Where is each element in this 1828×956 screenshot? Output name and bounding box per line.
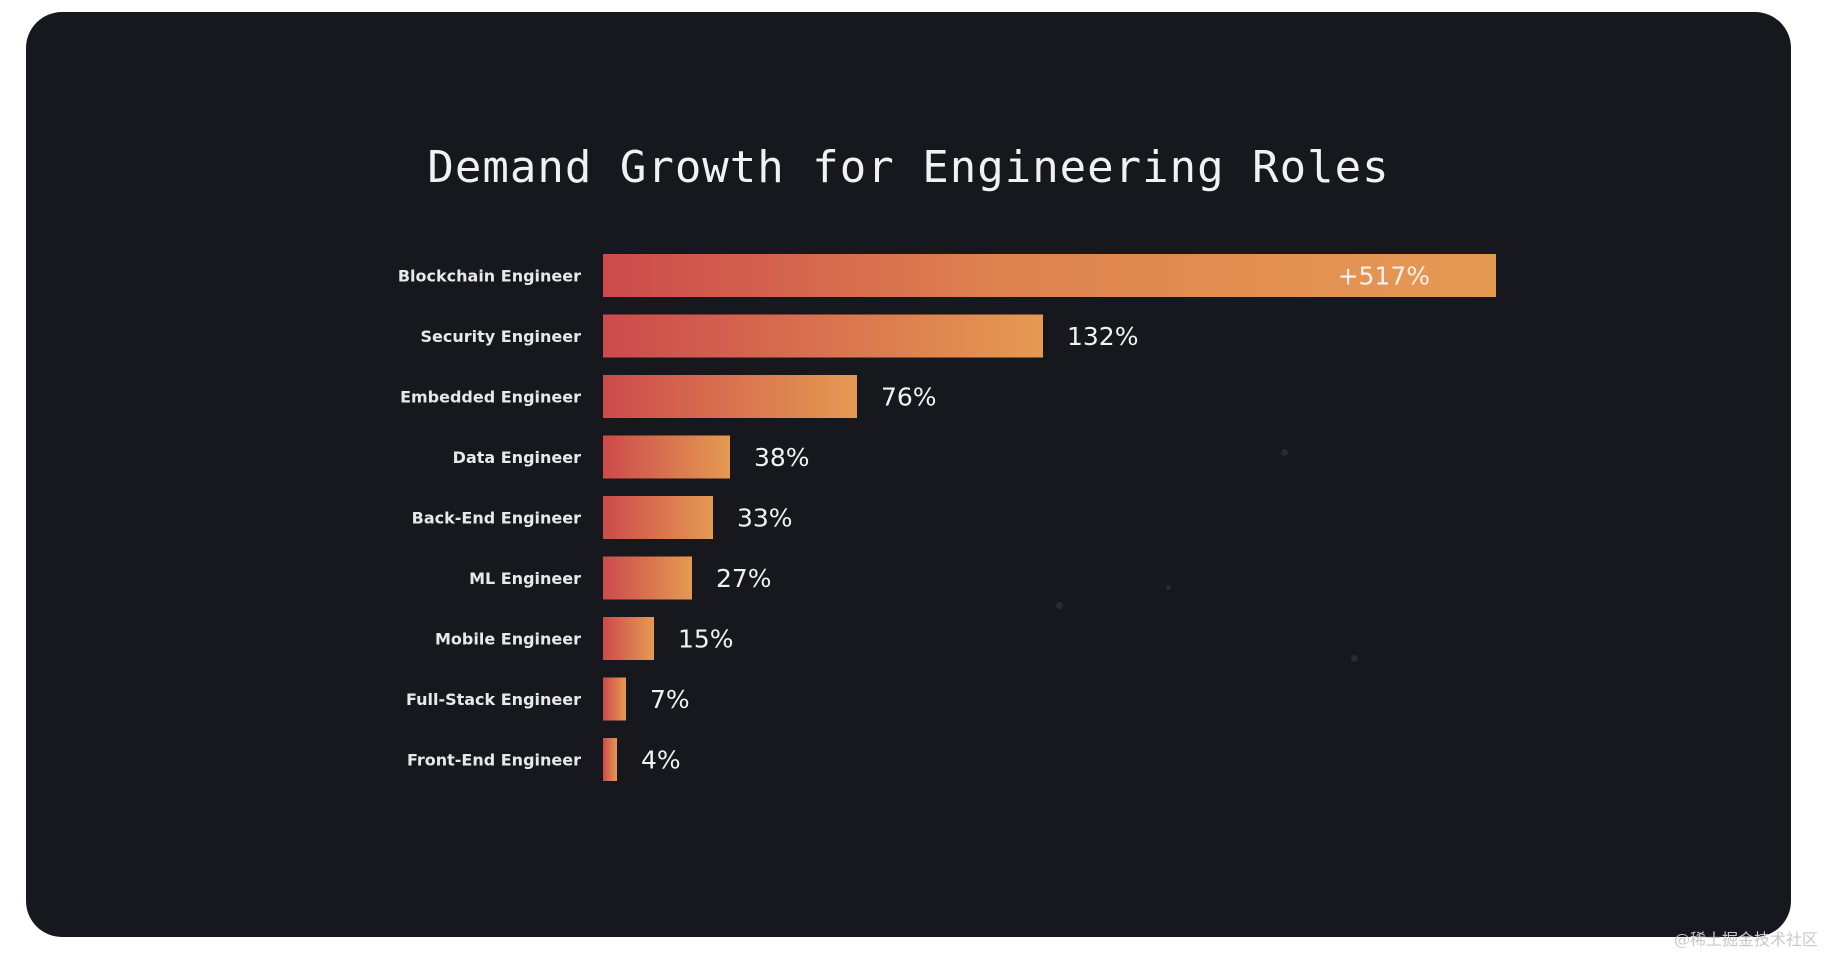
bar bbox=[603, 375, 857, 418]
value-label: 33% bbox=[737, 504, 793, 533]
category-label: Full-Stack Engineer bbox=[406, 690, 581, 709]
value-label: 76% bbox=[881, 383, 937, 412]
bar bbox=[603, 496, 713, 539]
value-label: 27% bbox=[716, 564, 772, 593]
bar bbox=[603, 254, 1496, 297]
value-label: 38% bbox=[754, 443, 810, 472]
category-label: ML Engineer bbox=[469, 569, 581, 588]
chart-area: Blockchain Engineer +517% Security Enginee… bbox=[26, 12, 1791, 937]
chart-card: Demand Growth for Engineering Roles Bloc… bbox=[26, 12, 1791, 937]
value-label: 132% bbox=[1067, 322, 1138, 351]
bar bbox=[603, 677, 626, 721]
bar bbox=[603, 617, 654, 660]
category-label: Back-End Engineer bbox=[412, 509, 581, 528]
category-label: Front-End Engineer bbox=[407, 751, 581, 770]
category-label: Blockchain Engineer bbox=[398, 267, 581, 286]
bar bbox=[603, 314, 1043, 358]
value-label: 4% bbox=[641, 746, 681, 775]
category-label: Embedded Engineer bbox=[400, 388, 581, 407]
value-label: 7% bbox=[650, 685, 690, 714]
category-label: Data Engineer bbox=[453, 448, 581, 467]
value-label: 15% bbox=[678, 625, 734, 654]
category-label: Security Engineer bbox=[420, 327, 581, 346]
bar bbox=[603, 435, 730, 479]
category-label: Mobile Engineer bbox=[435, 630, 581, 649]
bar-chart: Blockchain Engineer +517% Security Enginee… bbox=[398, 254, 1496, 781]
chart-title: Demand Growth for Engineering Roles bbox=[427, 142, 1390, 193]
bar bbox=[603, 738, 617, 781]
bar bbox=[603, 556, 692, 600]
watermark: @稀土掘金技术社区 bbox=[1673, 930, 1818, 949]
value-label: +517% bbox=[1338, 262, 1430, 291]
